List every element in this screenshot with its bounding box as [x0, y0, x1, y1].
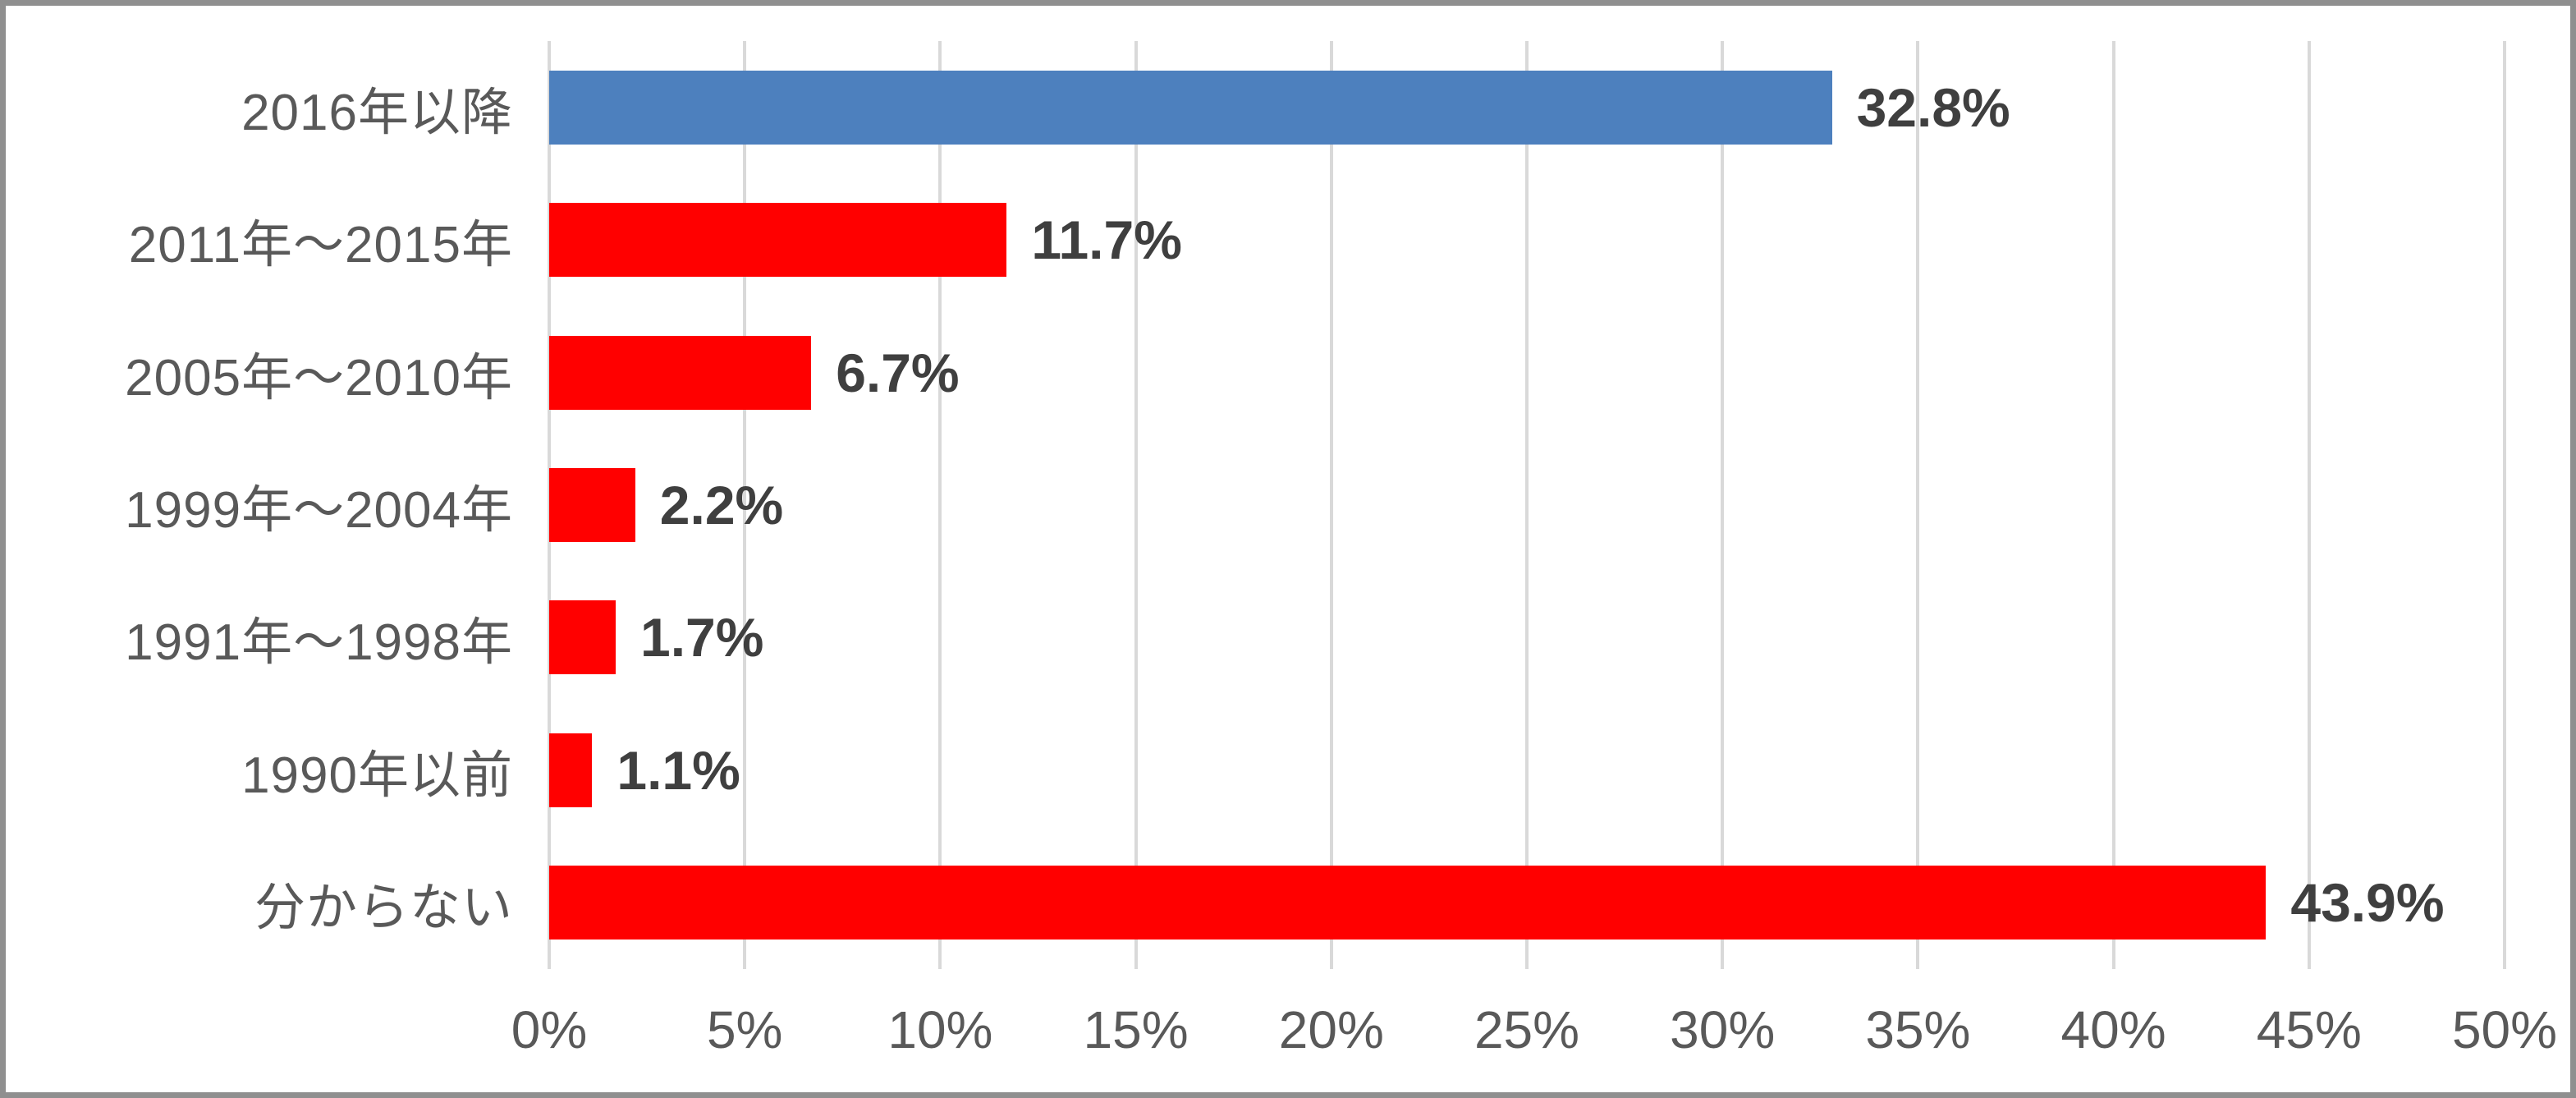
bar-value-label: 6.7% — [836, 342, 960, 403]
category-label: 1990年以前 — [241, 747, 513, 804]
category-label: 1999年～2004年 — [125, 481, 513, 539]
bar-row: 43.9% — [549, 837, 2505, 969]
bar-row: 1.7% — [549, 572, 2505, 704]
category-label: 2005年～2010年 — [125, 349, 513, 407]
bar-value-label: 1.1% — [616, 739, 740, 801]
gridline — [1525, 41, 1529, 969]
x-axis-tick-label: 30% — [1670, 1000, 1776, 1059]
bar-row: 6.7% — [549, 306, 2505, 439]
x-axis-tick-label: 40% — [2060, 1000, 2166, 1059]
bar — [549, 733, 593, 807]
gridline — [1916, 41, 1920, 969]
x-axis-tick-label: 15% — [1083, 1000, 1189, 1059]
bar — [549, 866, 2267, 940]
bar — [549, 600, 616, 675]
plot-area: 32.8% 11.7% 6.7% 2.2% 1.7% 1.1% 43.9% — [548, 41, 2506, 969]
category-label: 1991年～1998年 — [125, 614, 513, 672]
x-axis-tick-label: 35% — [1865, 1000, 1971, 1059]
bar-value-label: 43.9% — [2290, 872, 2445, 934]
x-axis-tick-label: 45% — [2256, 1000, 2362, 1059]
x-axis-tick-label: 20% — [1278, 1000, 1384, 1059]
category-label: 2016年以降 — [241, 84, 513, 141]
x-axis-tick-label: 0% — [511, 1000, 588, 1059]
bar — [549, 467, 635, 542]
gridline — [2307, 41, 2311, 969]
bar — [549, 335, 812, 410]
category-label: 2011年～2015年 — [128, 217, 513, 274]
bar-row: 32.8% — [549, 41, 2505, 173]
x-axis: 0% 5% 10% 15% 20% 25% 30% 35% 40% 45% 50% — [511, 999, 2557, 1073]
x-axis-tick-label: 25% — [1474, 1000, 1580, 1059]
bar — [549, 70, 1832, 145]
bar-value-label: 1.7% — [639, 607, 764, 668]
bar — [549, 203, 1007, 278]
gridline — [2111, 41, 2115, 969]
bar-rows: 32.8% 11.7% 6.7% 2.2% 1.7% 1.1% 43.9% — [549, 41, 2505, 969]
bar-value-label: 32.8% — [1856, 76, 2010, 138]
gridline — [1329, 41, 1333, 969]
bar-row: 2.2% — [549, 439, 2505, 571]
gridline — [1721, 41, 1725, 969]
gridline — [938, 41, 942, 969]
gridline — [2503, 41, 2506, 969]
x-axis-tick-label: 5% — [706, 1000, 783, 1059]
bar-value-label: 11.7% — [1031, 209, 1182, 271]
category-label: 分からない — [254, 880, 513, 937]
bar-value-label: 2.2% — [659, 474, 784, 535]
gridline — [743, 41, 747, 969]
x-axis-tick-label: 50% — [2451, 1000, 2558, 1059]
bar-row: 11.7% — [549, 173, 2505, 306]
bar-row: 1.1% — [549, 704, 2505, 836]
x-axis-tick-label: 10% — [887, 1000, 993, 1059]
gridline — [1134, 41, 1138, 969]
category-axis: 2016年以降 2011年～2015年 2005年～2010年 1999年～2004年… — [6, 41, 513, 969]
